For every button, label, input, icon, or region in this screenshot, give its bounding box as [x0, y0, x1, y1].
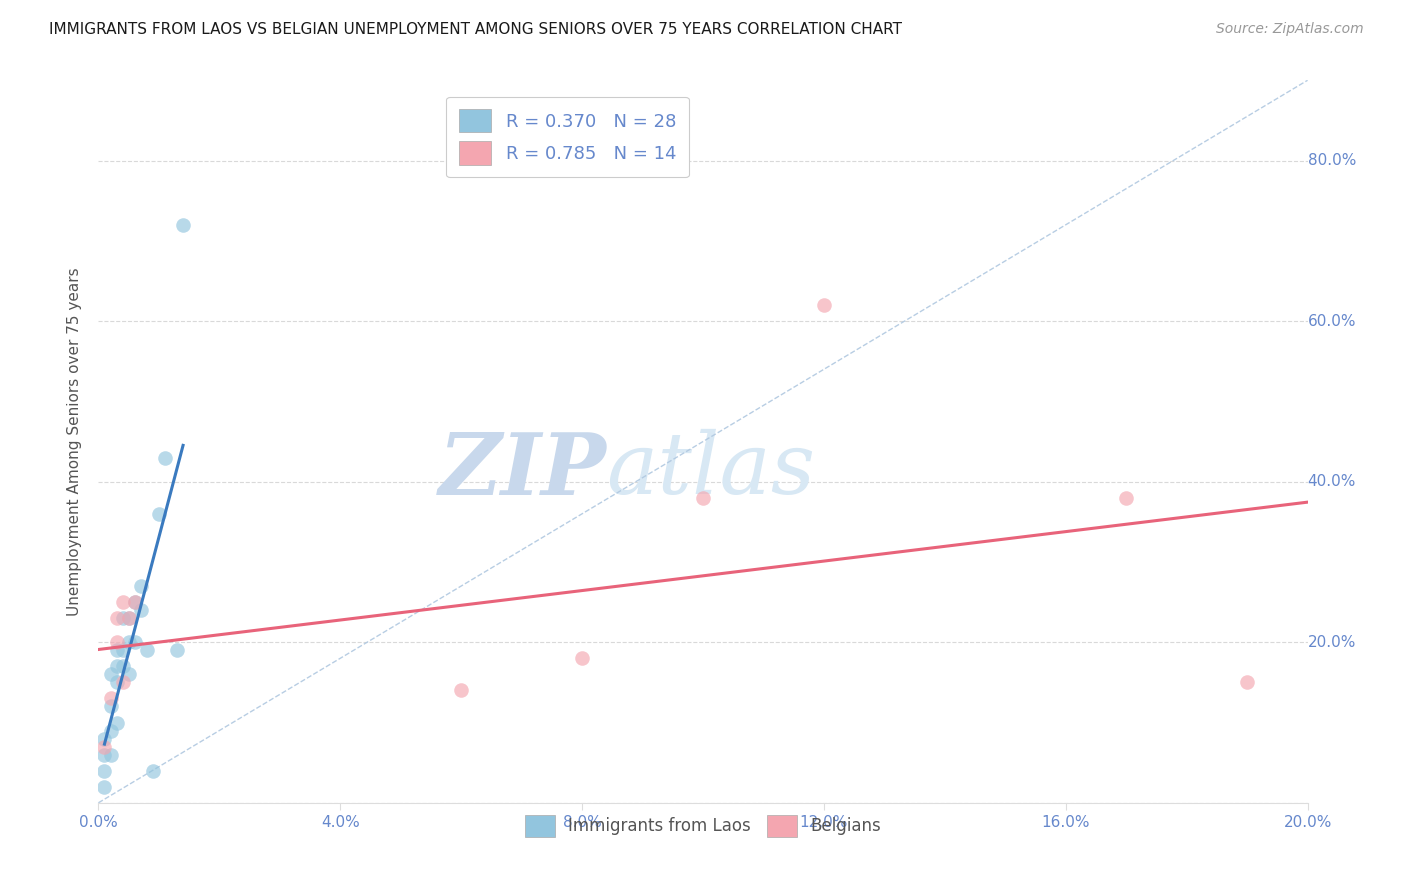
Point: [111, 675, 134, 690]
Point: [105, 675, 128, 690]
Point: [105, 635, 128, 649]
Point: [118, 635, 141, 649]
Point: [118, 667, 141, 681]
Text: 40.0%: 40.0%: [1308, 475, 1355, 489]
Text: atlas: atlas: [606, 429, 815, 512]
Point: [100, 747, 122, 762]
Point: [93, 739, 115, 754]
Point: [1115, 491, 1137, 505]
Point: [450, 683, 472, 698]
Point: [813, 298, 835, 312]
Point: [105, 611, 128, 625]
Point: [118, 611, 141, 625]
Point: [129, 603, 152, 617]
Point: [1236, 675, 1258, 690]
Point: [148, 507, 170, 521]
Point: [111, 659, 134, 673]
Text: 60.0%: 60.0%: [1308, 314, 1355, 328]
Point: [153, 450, 176, 465]
Point: [111, 643, 134, 657]
Point: [93, 780, 115, 794]
Y-axis label: Unemployment Among Seniors over 75 years: Unemployment Among Seniors over 75 years: [67, 268, 83, 615]
Point: [124, 595, 146, 609]
Point: [118, 611, 141, 625]
Text: 20.0%: 20.0%: [1308, 635, 1355, 649]
Text: Source: ZipAtlas.com: Source: ZipAtlas.com: [1216, 22, 1364, 37]
Point: [100, 667, 122, 681]
Point: [93, 764, 115, 778]
Point: [100, 691, 122, 706]
Point: [135, 643, 157, 657]
Point: [111, 611, 134, 625]
Point: [124, 635, 146, 649]
Point: [105, 643, 128, 657]
Point: [105, 715, 128, 730]
Text: IMMIGRANTS FROM LAOS VS BELGIAN UNEMPLOYMENT AMONG SENIORS OVER 75 YEARS CORRELA: IMMIGRANTS FROM LAOS VS BELGIAN UNEMPLOY…: [49, 22, 903, 37]
Point: [142, 764, 165, 778]
Point: [93, 731, 115, 746]
Point: [571, 651, 593, 665]
Legend: Immigrants from Laos, Belgians: Immigrants from Laos, Belgians: [516, 807, 890, 845]
Point: [692, 491, 714, 505]
Text: ZIP: ZIP: [439, 429, 606, 512]
Point: [129, 579, 152, 593]
Point: [111, 595, 134, 609]
Point: [124, 595, 146, 609]
Text: 80.0%: 80.0%: [1308, 153, 1355, 168]
Point: [166, 643, 188, 657]
Point: [100, 723, 122, 738]
Point: [105, 659, 128, 673]
Point: [100, 699, 122, 714]
Point: [172, 218, 194, 232]
Point: [93, 747, 115, 762]
